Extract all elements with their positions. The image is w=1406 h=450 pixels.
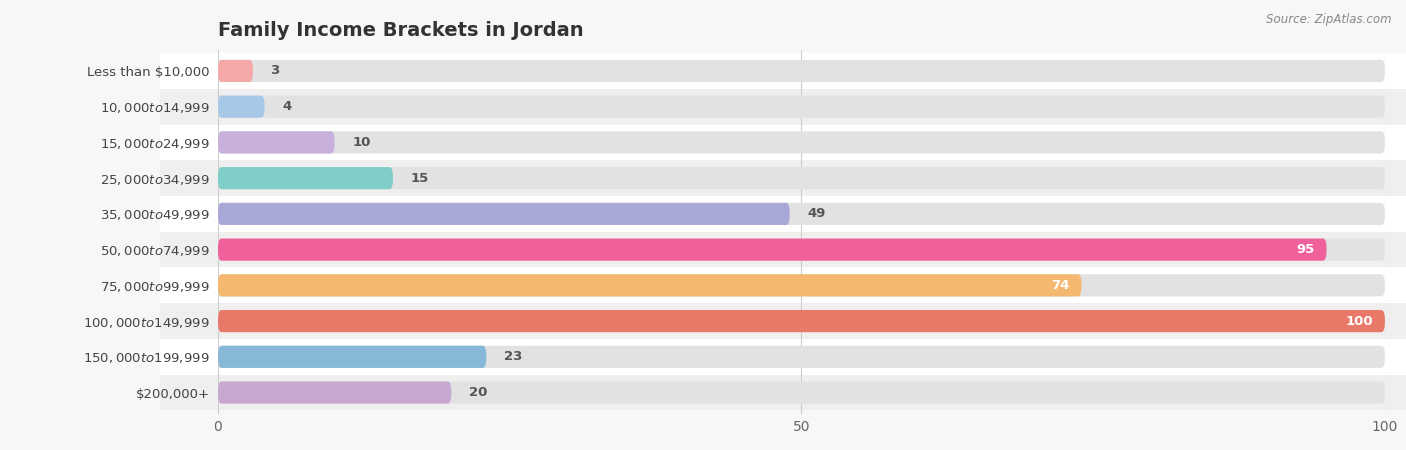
Text: 10: 10: [352, 136, 371, 149]
FancyBboxPatch shape: [218, 131, 335, 153]
FancyBboxPatch shape: [218, 203, 1385, 225]
FancyBboxPatch shape: [218, 382, 451, 404]
Text: 3: 3: [270, 64, 280, 77]
Text: 95: 95: [1296, 243, 1315, 256]
Text: 49: 49: [807, 207, 825, 220]
FancyBboxPatch shape: [218, 238, 1385, 261]
FancyBboxPatch shape: [218, 60, 253, 82]
FancyBboxPatch shape: [218, 274, 1385, 297]
FancyBboxPatch shape: [160, 339, 1406, 375]
FancyBboxPatch shape: [218, 60, 1385, 82]
FancyBboxPatch shape: [218, 346, 1385, 368]
FancyBboxPatch shape: [218, 382, 1385, 404]
FancyBboxPatch shape: [218, 310, 1385, 332]
FancyBboxPatch shape: [218, 95, 1385, 118]
Text: 4: 4: [283, 100, 291, 113]
Text: 100: 100: [1346, 315, 1374, 328]
FancyBboxPatch shape: [160, 196, 1406, 232]
FancyBboxPatch shape: [160, 125, 1406, 160]
FancyBboxPatch shape: [160, 267, 1406, 303]
FancyBboxPatch shape: [218, 167, 392, 189]
FancyBboxPatch shape: [160, 89, 1406, 125]
FancyBboxPatch shape: [218, 274, 1081, 297]
Text: 23: 23: [503, 350, 522, 363]
FancyBboxPatch shape: [218, 310, 1385, 332]
FancyBboxPatch shape: [160, 160, 1406, 196]
FancyBboxPatch shape: [218, 238, 1327, 261]
FancyBboxPatch shape: [218, 95, 264, 118]
FancyBboxPatch shape: [218, 131, 1385, 153]
Text: 20: 20: [468, 386, 488, 399]
FancyBboxPatch shape: [218, 346, 486, 368]
FancyBboxPatch shape: [160, 303, 1406, 339]
FancyBboxPatch shape: [160, 53, 1406, 89]
FancyBboxPatch shape: [160, 375, 1406, 410]
FancyBboxPatch shape: [160, 232, 1406, 267]
FancyBboxPatch shape: [218, 203, 790, 225]
Text: Source: ZipAtlas.com: Source: ZipAtlas.com: [1267, 14, 1392, 27]
Text: Family Income Brackets in Jordan: Family Income Brackets in Jordan: [218, 21, 583, 40]
Text: 15: 15: [411, 171, 429, 184]
Text: 74: 74: [1052, 279, 1070, 292]
FancyBboxPatch shape: [218, 167, 1385, 189]
